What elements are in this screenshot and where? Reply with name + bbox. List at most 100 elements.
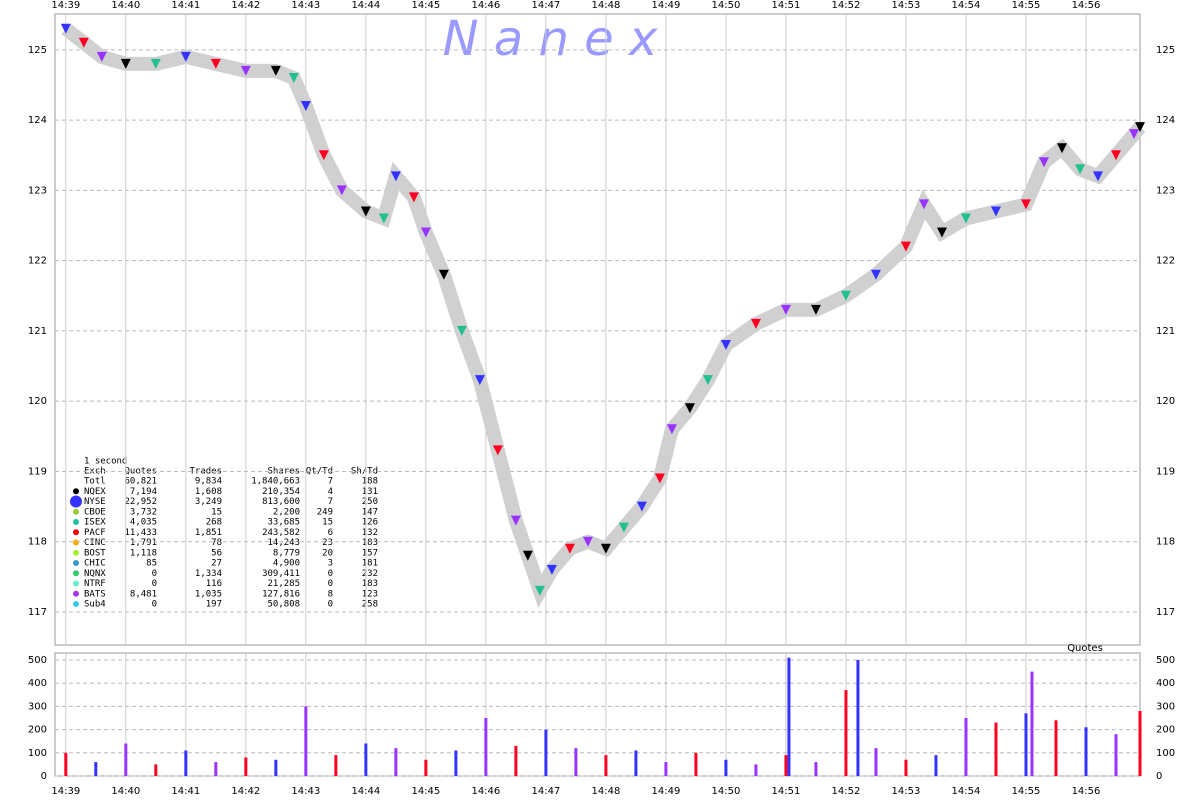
stats-cell: 197 <box>206 600 222 610</box>
quote-bar <box>484 717 488 776</box>
trade-marker <box>546 564 557 575</box>
stats-cell: 15 <box>211 507 222 517</box>
x-tick-label: 14:43 <box>291 0 320 11</box>
stats-cell: 22,952 <box>124 497 157 507</box>
stats-cell: BATS <box>84 589 106 599</box>
y-tick-label: 300 <box>28 701 47 712</box>
x-tick-label: 14:39 <box>51 786 80 797</box>
y-tick-label: 500 <box>1156 655 1175 666</box>
quote-bar <box>1114 734 1118 776</box>
quote-bar <box>1030 671 1034 776</box>
legend-marker <box>73 601 79 607</box>
legend-marker <box>73 560 79 566</box>
quote-bar <box>424 759 428 776</box>
quote-bar <box>664 762 668 776</box>
stats-title: 1 second <box>84 457 127 467</box>
x-tick-label: 14:46 <box>471 786 500 797</box>
y-tick-label: 125 <box>28 45 47 56</box>
quote-bar <box>214 762 218 776</box>
stats-cell: 127,816 <box>262 589 300 599</box>
x-tick-label: 14:47 <box>531 786 560 797</box>
y-tick-label: 500 <box>28 655 47 666</box>
y-tick-label: 120 <box>1156 396 1175 407</box>
stats-cell: Totl <box>84 477 106 487</box>
trade-marker <box>360 206 371 217</box>
x-tick-label: 14:52 <box>832 0 861 11</box>
quote-bar <box>544 729 548 776</box>
stats-cell: NQNX <box>84 569 106 579</box>
x-tick-label: 14:42 <box>231 786 260 797</box>
stats-cell: 14,243 <box>267 538 300 548</box>
stats-cell: CHIC <box>84 559 106 569</box>
y-tick-label: 124 <box>1156 115 1175 126</box>
trade-marker <box>900 241 911 252</box>
stats-cell: 250 <box>362 497 378 507</box>
y-tick-label: 0 <box>41 771 47 782</box>
x-tick-label: 14:42 <box>231 0 260 11</box>
x-tick-label: 14:45 <box>411 0 440 11</box>
trade-marker <box>456 325 467 336</box>
trade-marker <box>936 227 947 238</box>
trade-marker <box>1135 122 1145 133</box>
y-tick-label: 117 <box>1156 607 1175 618</box>
quote-bar <box>1138 711 1142 776</box>
stats-cell: 268 <box>206 518 222 528</box>
stats-cell: 0 <box>328 569 333 579</box>
stats-cell: 33,685 <box>267 518 300 528</box>
stats-cell: 183 <box>362 538 378 548</box>
x-tick-label: 14:56 <box>1072 786 1101 797</box>
x-tick-label: 14:49 <box>651 786 680 797</box>
quote-bar <box>694 752 698 776</box>
y-tick-label: 120 <box>28 396 47 407</box>
trade-marker <box>1020 199 1031 210</box>
x-tick-label: 14:51 <box>772 0 801 11</box>
trade-marker <box>810 304 821 315</box>
quote-bar <box>844 690 848 776</box>
stats-cell: 1,608 <box>195 487 222 497</box>
stats-cell: PACF <box>84 528 106 538</box>
stats-cell: 78 <box>211 538 222 548</box>
x-tick-label: 14:41 <box>171 786 200 797</box>
quote-bar <box>754 764 758 776</box>
stats-cell: 0 <box>152 600 157 610</box>
trade-marker <box>1092 171 1103 182</box>
stats-cell: 157 <box>362 548 378 558</box>
x-tick-label: 14:53 <box>892 786 921 797</box>
y-tick-label: 118 <box>28 537 47 548</box>
quote-bar <box>184 750 188 776</box>
stats-cell: 131 <box>362 487 378 497</box>
stats-cell: 813,600 <box>262 497 300 507</box>
y-tick-label: 200 <box>1156 725 1175 736</box>
stats-cell: 249 <box>317 507 333 517</box>
x-tick-label: 14:56 <box>1072 0 1101 11</box>
stats-cell: NTRF <box>84 579 106 589</box>
stats-cell: 7 <box>328 477 333 487</box>
trade-marker <box>1038 157 1049 168</box>
stats-cell: 1,334 <box>195 569 222 579</box>
stats-cell: 243,582 <box>262 528 300 538</box>
x-tick-label: 14:49 <box>651 0 680 11</box>
trade-marker <box>522 550 533 561</box>
stats-cell: 8,481 <box>130 589 157 599</box>
trade-marker <box>702 375 713 386</box>
y-tick-label: 123 <box>1156 185 1175 196</box>
stats-cell: NYSE <box>84 497 106 507</box>
trade-marker <box>390 171 401 182</box>
y-tick-label: 119 <box>28 466 47 477</box>
trade-marker <box>378 213 389 224</box>
legend-marker <box>73 570 79 577</box>
stats-cell: 15 <box>322 518 333 528</box>
x-tick-label: 14:51 <box>772 786 801 797</box>
stats-cell: 9,834 <box>195 477 222 487</box>
trade-marker <box>654 473 665 484</box>
stats-cell: 1,118 <box>130 548 157 558</box>
trade-marker <box>750 318 761 329</box>
stats-cell: 0 <box>152 579 157 589</box>
trade-marker <box>1110 150 1121 161</box>
quote-bar <box>94 762 98 776</box>
stats-cell: 56 <box>211 548 222 558</box>
panel-label: Quotes <box>1067 643 1103 654</box>
x-tick-label: 14:55 <box>1012 786 1041 797</box>
quote-bar <box>784 755 788 776</box>
x-tick-label: 14:54 <box>952 0 981 11</box>
